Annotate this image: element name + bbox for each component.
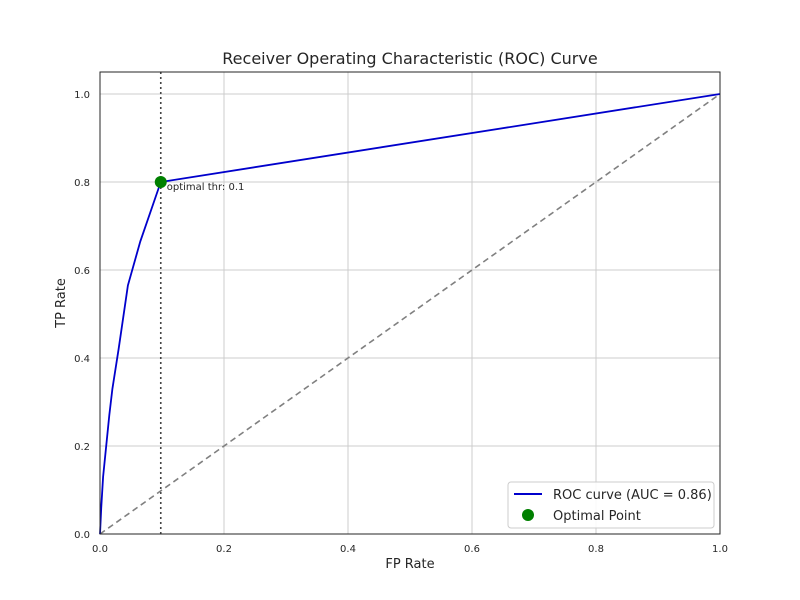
chart-title: Receiver Operating Characteristic (ROC) … [222,49,597,68]
roc-curve-line [99,93,721,535]
legend: ROC curve (AUC = 0.86) Optimal Point [507,481,715,529]
grid-lines [99,72,721,535]
optimal-point-annotation: optimal thr: 0.1 [167,182,245,193]
legend-roc-label: ROC curve (AUC = 0.86) [553,488,712,503]
chance-diagonal-line [99,93,721,535]
optimal-point-marker [154,176,167,188]
legend-box [507,481,715,529]
optimal-point-group: optimal thr: 0.1 [154,176,245,193]
y-tick-label: 0.6 [74,266,90,277]
legend-optimal-label: Optimal Point [553,509,641,524]
x-tick-label: 0.4 [340,544,356,555]
x-tick-labels: 0.0 0.2 0.4 0.6 0.8 1.0 [92,544,728,555]
series-lines [99,93,721,535]
x-tick-label: 0.8 [588,544,604,555]
y-tick-label: 0.0 [74,530,90,541]
plot-frame [99,71,721,535]
y-tick-label: 0.8 [74,178,90,189]
x-axis-label: FP Rate [385,557,434,572]
y-tick-label: 0.2 [74,442,90,453]
x-tick-label: 0.0 [92,544,108,555]
y-tick-label: 1.0 [74,90,90,101]
y-tick-labels: 0.0 0.2 0.4 0.6 0.8 1.0 [74,90,90,541]
x-tick-label: 1.0 [712,544,728,555]
x-tick-label: 0.2 [216,544,232,555]
y-tick-label: 0.4 [74,354,90,365]
y-axis-label: TP Rate [54,278,69,329]
reference-lines [99,72,721,535]
legend-optimal-swatch [522,509,534,521]
x-tick-label: 0.6 [464,544,480,555]
